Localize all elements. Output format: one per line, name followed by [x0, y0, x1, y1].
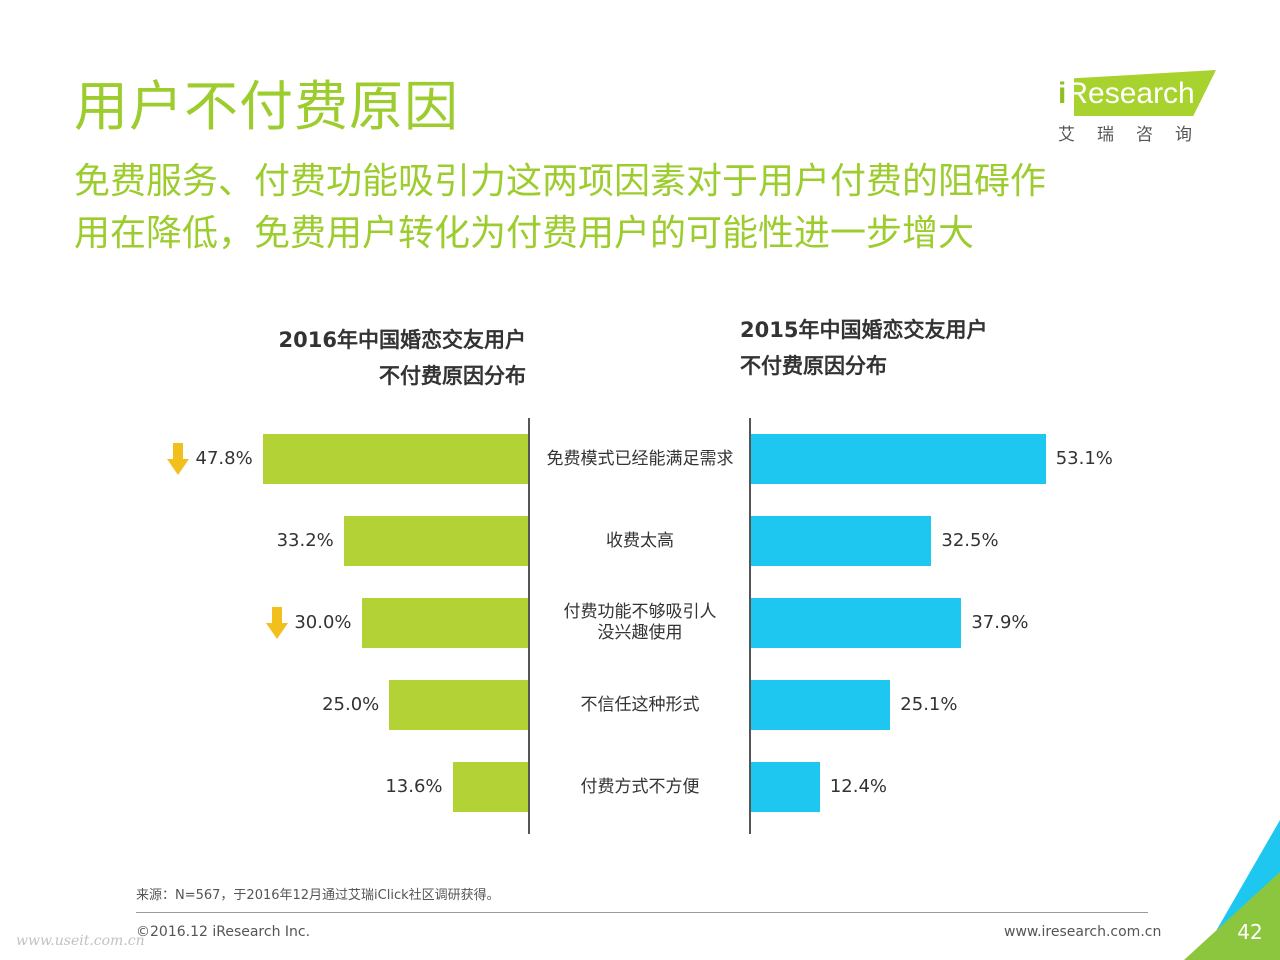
bar-2015	[751, 762, 820, 812]
bar-2016	[361, 598, 528, 648]
category-label: 免费模式已经能满足需求	[532, 449, 748, 470]
category-label-line: 不信任这种形式	[580, 694, 700, 715]
chart-2016-title-line: 不付费原因分布	[379, 364, 526, 388]
bar-2015	[751, 598, 962, 648]
source-note: 来源：N=567，于2016年12月通过艾瑞iClick社区调研获得。	[136, 888, 500, 903]
logo-research: Research	[1066, 77, 1195, 110]
subtitle-line: 用在降低，免费用户转化为付费用户的可能性进一步增大	[74, 213, 975, 254]
arrow-head	[166, 459, 189, 475]
subtitle-line: 免费服务、付费功能吸引力这两项因素对于用户付费的阻碍作	[74, 161, 1047, 202]
corner-green-triangle	[1184, 872, 1280, 960]
bar-2016-value-label: 30.0%	[294, 612, 352, 633]
bar-2015-value-label: 37.9%	[971, 612, 1029, 633]
chart-2015-axis	[749, 418, 751, 834]
bar-2016	[262, 434, 528, 484]
arrow-head	[265, 623, 288, 639]
bar-2015-value-label: 12.4%	[829, 776, 887, 797]
category-label-line: 付费方式不方便	[580, 776, 700, 797]
chart-2016-title-line: 2016年中国婚恋交友用户	[278, 328, 526, 352]
category-label-line: 收费太高	[606, 530, 674, 551]
chart-2015-title: 2015年中国婚恋交友用户 不付费原因分布	[740, 312, 987, 384]
logo-banner	[1074, 70, 1216, 116]
page-subtitle: 免费服务、付费功能吸引力这两项因素对于用户付费的阻碍作 用在降低，免费用户转化为…	[74, 156, 1254, 260]
chart-2016-title: 2016年中国婚恋交友用户 不付费原因分布	[279, 322, 526, 394]
bar-2016	[343, 516, 528, 566]
watermark: www.useit.com.cn	[16, 933, 145, 949]
footer-divider	[136, 912, 1148, 913]
corner-blue-stripe	[1212, 820, 1280, 938]
bar-2015-value-label: 32.5%	[941, 530, 999, 551]
chart-2016-axis	[528, 418, 530, 834]
arrow-shaft	[271, 607, 282, 625]
bar-2015-value-label: 53.1%	[1055, 448, 1113, 469]
chart-2015-title-line: 2015年中国婚恋交友用户	[740, 318, 988, 342]
chart-2015-title-line: 不付费原因分布	[740, 354, 887, 378]
bar-2016-value-label: 25.0%	[322, 694, 380, 715]
decrease-arrow-icon	[265, 607, 288, 639]
category-label: 付费功能不够吸引人 没兴趣使用	[532, 602, 748, 644]
bar-2015	[751, 680, 891, 730]
category-label-line: 没兴趣使用	[597, 623, 683, 643]
bar-2016	[452, 762, 528, 812]
decrease-arrow-icon	[166, 443, 189, 475]
bar-2015	[751, 434, 1046, 484]
page-title: 用户不付费原因	[74, 75, 459, 138]
logo-chinese: 艾瑞咨询	[1058, 125, 1214, 145]
iresearch-logo: iResearch 艾瑞咨询	[1058, 66, 1218, 150]
category-label: 不信任这种形式	[532, 695, 748, 716]
bar-2015-value-label: 25.1%	[900, 694, 958, 715]
bar-2016-value-label: 47.8%	[195, 448, 253, 469]
logo-wordmark: iResearch	[1058, 74, 1195, 114]
category-label: 收费太高	[532, 531, 748, 552]
category-label-line: 付费功能不够吸引人	[563, 602, 717, 622]
bar-2016-value-label: 33.2%	[276, 530, 334, 551]
logo-i: i	[1058, 77, 1067, 110]
corner-decoration	[1184, 820, 1280, 960]
website-link[interactable]: www.iresearch.com.cn	[1004, 924, 1162, 940]
bar-2015	[751, 516, 932, 566]
category-label: 付费方式不方便	[532, 777, 748, 798]
arrow-shaft	[172, 443, 183, 461]
page-number: 42	[1237, 920, 1263, 944]
copyright: ©2016.12 iResearch Inc.	[136, 924, 311, 940]
category-label-line: 免费模式已经能满足需求	[546, 448, 734, 469]
bar-2016	[389, 680, 528, 730]
bar-2016-value-label: 13.6%	[385, 776, 443, 797]
